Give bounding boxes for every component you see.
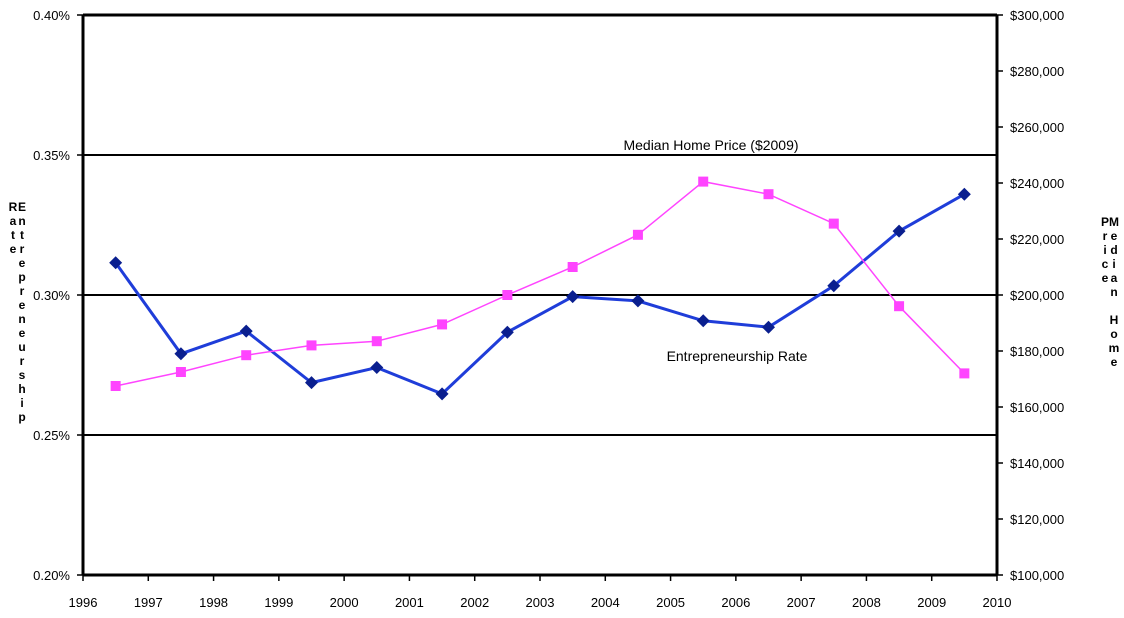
series-point-1: [567, 262, 578, 272]
series-point-0: [305, 376, 318, 390]
series-point-0: [957, 187, 971, 201]
annotation-median-home-price: Median Home Price ($2009): [623, 137, 798, 153]
y-right-tick-label: $240,000: [1010, 176, 1064, 191]
y-right-tick-label: $100,000: [1010, 568, 1064, 583]
y-axis-right-label: Median Home Price: [1098, 215, 1121, 369]
series-point-1: [828, 218, 839, 229]
series-point-1: [763, 189, 774, 200]
x-tick-label: 1997: [134, 595, 163, 610]
series-point-0: [500, 325, 514, 339]
y-right-tick-label: $200,000: [1010, 288, 1064, 303]
y-right-tick-label: $280,000: [1010, 64, 1064, 79]
y-right-tick-label: $120,000: [1010, 512, 1064, 527]
y-left-tick-label: 0.25%: [33, 428, 70, 443]
series-point-1: [698, 176, 709, 187]
y-right-tick-label: $180,000: [1010, 344, 1064, 359]
series-point-0: [239, 324, 253, 338]
y-right-tick-label: $140,000: [1010, 456, 1064, 471]
series-point-1: [371, 336, 382, 347]
x-tick-label: 2005: [656, 595, 685, 610]
x-tick-label: 1999: [264, 595, 293, 610]
x-tick-label: 2003: [526, 595, 555, 610]
series-line-0: [114, 192, 966, 396]
y-right-tick-label: $160,000: [1010, 400, 1064, 415]
y-left-tick-label: 0.20%: [33, 568, 70, 583]
x-tick-label: 1996: [69, 595, 98, 610]
x-tick-label: 2008: [852, 595, 881, 610]
series-point-1: [306, 340, 317, 351]
series-line-1: [115, 180, 965, 387]
series-point-1: [502, 290, 513, 300]
series-point-0: [370, 361, 384, 375]
series-point-1: [241, 350, 252, 361]
series-point-0: [892, 224, 906, 238]
y-right-tick-label: $300,000: [1010, 8, 1064, 23]
x-tick-label: 1998: [199, 595, 228, 610]
x-tick-label: 2007: [787, 595, 816, 610]
series-point-0: [174, 347, 188, 361]
annotation-entrepreneurship-rate: Entrepreneurship Rate: [667, 348, 808, 364]
series-point-0: [435, 387, 449, 401]
series-point-1: [110, 381, 121, 391]
x-tick-label: 2002: [460, 595, 489, 610]
series-point-0: [566, 290, 580, 304]
series-point-1: [437, 319, 448, 330]
series-point-0: [762, 320, 775, 334]
series-point-0: [109, 256, 123, 270]
series-point-1: [959, 368, 970, 379]
x-tick-label: 2004: [591, 595, 620, 610]
series-point-1: [632, 229, 643, 240]
x-tick-label: 2000: [330, 595, 359, 610]
series-point-1: [894, 301, 905, 312]
series-point-0: [827, 279, 841, 293]
y-right-tick-label: $220,000: [1010, 232, 1064, 247]
series-point-0: [631, 294, 645, 308]
y-axis-left-label: Entrepreneurship Rate: [6, 200, 29, 424]
x-tick-label: 2006: [721, 595, 750, 610]
y-left-tick-label: 0.35%: [33, 148, 70, 163]
x-tick-label: 2009: [917, 595, 946, 610]
series-point-0: [696, 314, 710, 328]
y-left-tick-label: 0.30%: [33, 288, 70, 303]
y-right-tick-label: $260,000: [1010, 120, 1064, 135]
x-tick-label: 2001: [395, 595, 424, 610]
series-point-1: [175, 367, 186, 377]
x-tick-label: 2010: [983, 595, 1012, 610]
y-left-tick-label: 0.40%: [33, 8, 70, 23]
